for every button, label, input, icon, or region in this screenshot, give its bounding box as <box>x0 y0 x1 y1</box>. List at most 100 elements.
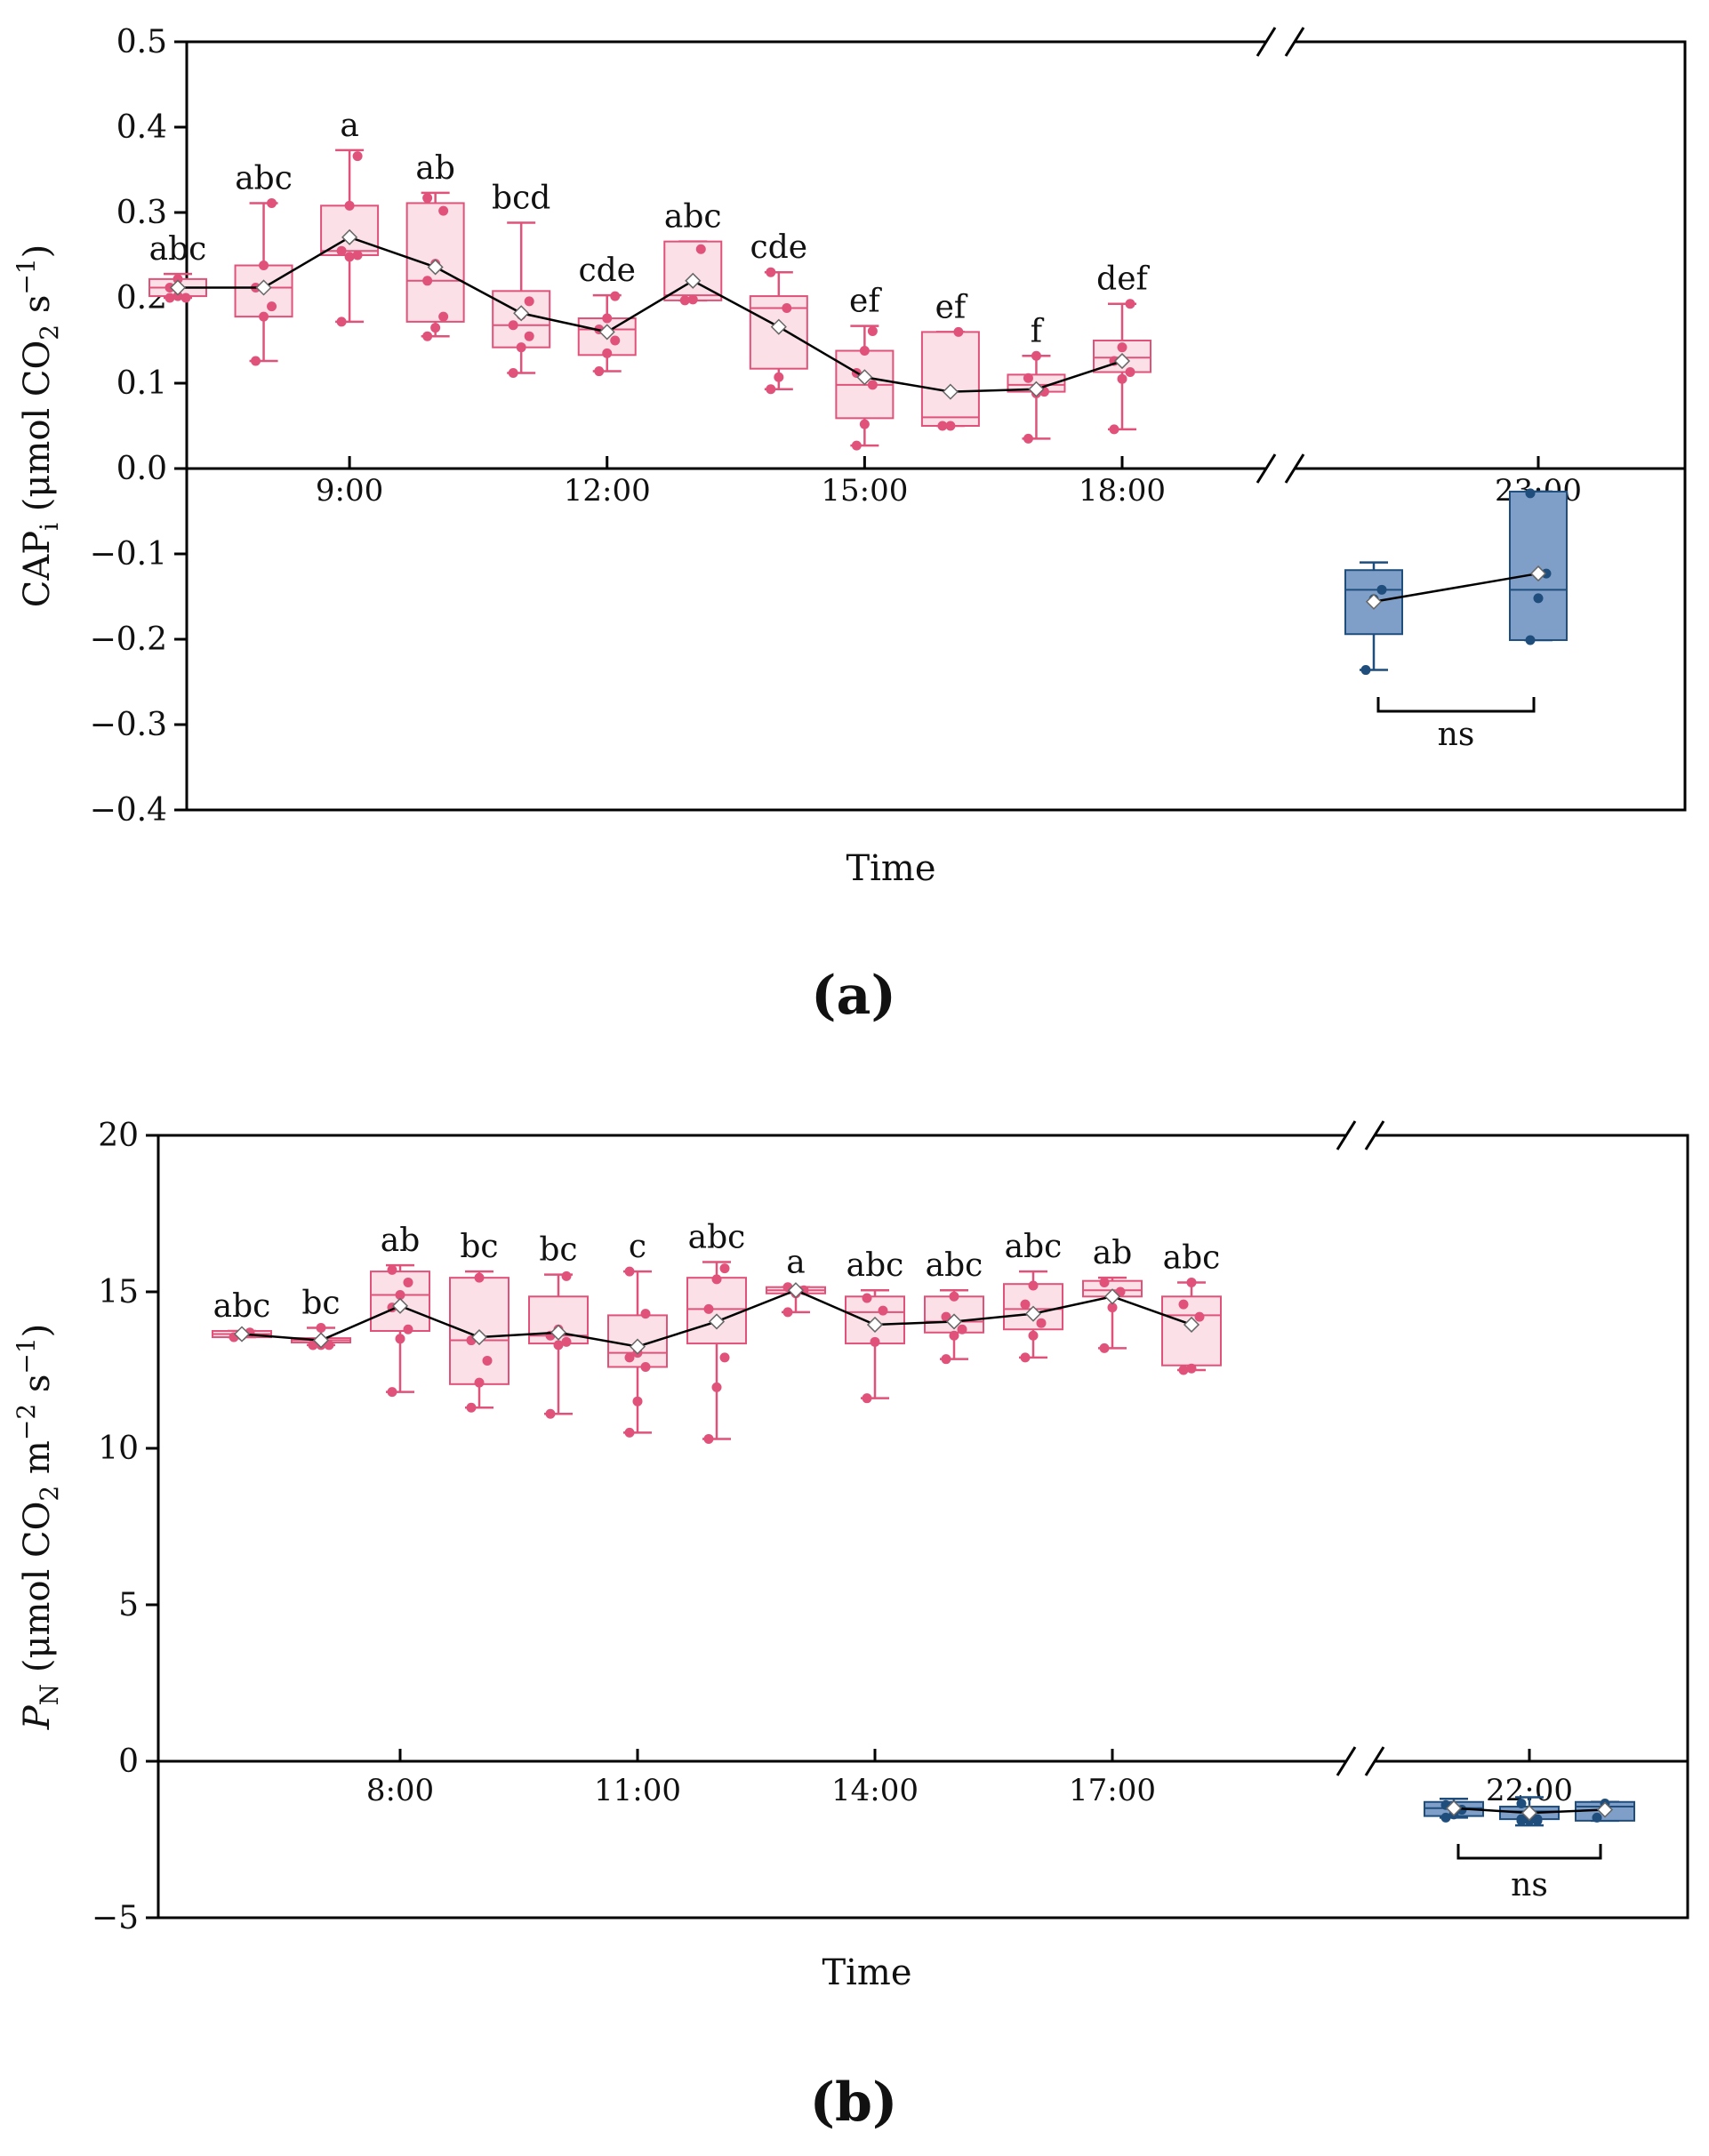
y-tick-label: −0.1 <box>90 536 167 573</box>
significance-letter: bcd <box>492 180 550 217</box>
ns-bracket: ns <box>1376 697 1536 753</box>
y-tick-label: 0 <box>118 1743 139 1780</box>
box <box>1344 561 1403 676</box>
data-point <box>594 366 605 377</box>
box: a <box>320 108 380 327</box>
mean-marker <box>942 383 959 400</box>
data-point <box>1020 1299 1031 1310</box>
data-point <box>624 1266 635 1277</box>
data-point <box>711 1382 722 1392</box>
box: bcd <box>492 180 550 378</box>
box: abc <box>686 1220 747 1444</box>
box: def <box>1093 261 1151 435</box>
data-point <box>1125 299 1135 309</box>
data-point <box>766 384 776 395</box>
data-point <box>181 293 191 303</box>
significance-letter: a <box>786 1245 805 1281</box>
y-tick-label: −0.2 <box>90 621 167 658</box>
mean-marker <box>1529 565 1547 582</box>
panel-a-y-axis-label: CAPi (μmol CO2 s−1) <box>12 244 64 608</box>
data-point <box>1376 584 1387 595</box>
data-point <box>1532 1814 1543 1824</box>
mean-marker <box>1520 1805 1538 1822</box>
data-point <box>259 311 269 322</box>
data-point <box>941 1354 951 1365</box>
axis-break-gap <box>1346 1756 1375 1767</box>
data-point <box>474 1377 485 1388</box>
data-point <box>344 200 355 211</box>
data-point <box>602 348 613 358</box>
box: ab <box>1082 1235 1143 1353</box>
panel-b: 20 15 10 5 0 −5 PN (μmol CO2 m−2 s−1) 8:00 11:… <box>12 1118 1689 2134</box>
mean-marker <box>866 1316 884 1334</box>
data-point <box>466 1402 477 1413</box>
mean-line <box>1373 572 1539 603</box>
data-point <box>624 1427 635 1438</box>
data-point <box>545 1408 556 1419</box>
significance-letter: c <box>629 1229 646 1265</box>
data-point <box>438 311 449 322</box>
box: f <box>1007 313 1066 444</box>
data-point <box>395 1290 405 1301</box>
data-point <box>430 323 441 333</box>
panel-a-label: (a) <box>811 965 896 1027</box>
data-point <box>344 252 355 262</box>
data-point <box>524 331 534 341</box>
data-point <box>1117 342 1127 353</box>
data-point <box>387 1264 397 1275</box>
significance-letter: cde <box>750 229 808 266</box>
mean-marker <box>787 1282 805 1299</box>
y-tick-label: 0.0 <box>116 451 167 487</box>
data-point <box>1533 593 1544 604</box>
axis-break-slash <box>1336 1120 1357 1150</box>
axis-break-gap <box>1266 463 1295 474</box>
significance-letter: ab <box>1093 1235 1133 1271</box>
data-point <box>867 325 878 336</box>
box: c <box>607 1229 668 1438</box>
data-point <box>508 320 518 331</box>
data-point <box>1360 665 1371 676</box>
x-tick-label: 15:00 <box>821 473 908 509</box>
data-point <box>336 317 347 327</box>
panel-b-plot-frame <box>156 1134 1689 1920</box>
data-point <box>1440 1812 1451 1823</box>
data-point <box>610 291 621 301</box>
significance-letter: ef <box>935 289 968 325</box>
x-tick-label: 14:00 <box>831 1773 919 1808</box>
significance-letter: abc <box>213 1288 271 1325</box>
x-tick-label: 18:00 <box>1079 473 1166 509</box>
mean-marker <box>391 1297 409 1314</box>
significance-letter: bc <box>301 1285 340 1321</box>
mean-marker <box>341 228 358 245</box>
data-point <box>711 1274 722 1285</box>
data-point <box>438 205 449 216</box>
box: ef <box>920 289 980 431</box>
panel-a-axis-break <box>1256 27 1305 484</box>
axis-break-slash <box>1284 27 1305 57</box>
data-point <box>867 380 878 390</box>
x-tick-label: 17:00 <box>1069 1773 1156 1808</box>
axis-break-gap <box>1346 1130 1375 1141</box>
data-point <box>624 1352 635 1363</box>
data-point <box>1186 1277 1197 1287</box>
night-boxes <box>1424 1796 1635 1827</box>
significance-letter: abc <box>688 1220 746 1256</box>
data-point <box>632 1396 643 1407</box>
data-point <box>862 1293 872 1303</box>
data-point <box>508 367 518 378</box>
data-point <box>719 1263 730 1274</box>
data-point <box>173 291 183 301</box>
mean-marker <box>1103 1288 1121 1305</box>
data-point <box>1516 1814 1527 1824</box>
data-point <box>482 1355 493 1366</box>
data-point <box>1117 373 1127 384</box>
data-point <box>878 1305 888 1316</box>
significance-letter: abc <box>149 231 207 268</box>
night-boxes <box>1344 488 1568 676</box>
box: abc <box>1003 1229 1063 1363</box>
significance-letter: f <box>1031 313 1045 349</box>
data-point <box>949 1291 959 1302</box>
y-tick-label: 0.1 <box>116 365 167 402</box>
panel-a-x-axis-label: Time <box>846 848 935 889</box>
